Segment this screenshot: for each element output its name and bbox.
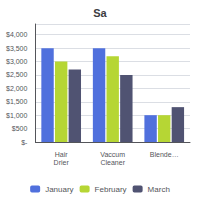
svg-text:Vaccum: Vaccum	[100, 151, 125, 158]
svg-text:$3,000: $3,000	[6, 58, 28, 65]
svg-text:March: March	[148, 185, 170, 194]
svg-text:$2,500: $2,500	[6, 71, 28, 78]
svg-text:$4,000: $4,000	[6, 31, 28, 38]
svg-text:Drier: Drier	[54, 159, 70, 166]
svg-text:$3,500: $3,500	[6, 45, 28, 52]
svg-text:$2,000: $2,000	[6, 85, 28, 92]
svg-text:$-: $-	[21, 139, 28, 146]
svg-text:$1,000: $1,000	[6, 112, 28, 119]
svg-text:$500: $500	[12, 125, 28, 132]
svg-text:January: January	[45, 185, 73, 194]
svg-text:Blende…: Blende…	[150, 151, 179, 158]
svg-text:Hair: Hair	[55, 151, 69, 158]
svg-text:Cleaner: Cleaner	[100, 159, 125, 166]
svg-text:February: February	[95, 185, 127, 194]
svg-text:$1,500: $1,500	[6, 98, 28, 105]
svg-text:Sa: Sa	[93, 7, 107, 19]
